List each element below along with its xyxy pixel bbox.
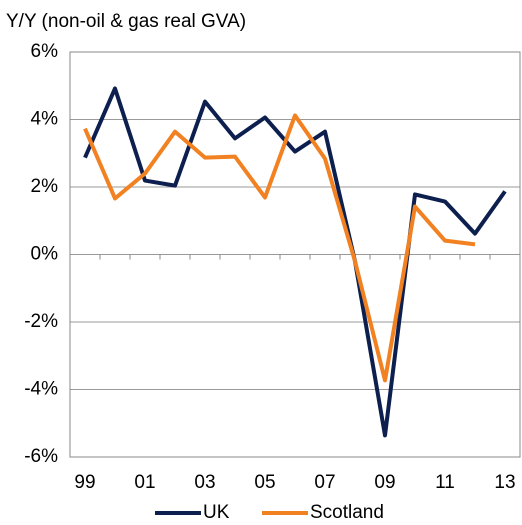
y-tick-label: -6%: [24, 446, 58, 467]
y-tick-label: -2%: [24, 311, 58, 332]
x-tick-label: 03: [194, 472, 215, 493]
x-tick-label: 11: [435, 472, 455, 493]
y-tick-label: 4%: [31, 109, 59, 130]
series-line: [83, 86, 507, 438]
series-line: [83, 113, 476, 383]
chart-subtitle: Y/Y (non-oil & gas real GVA): [6, 11, 246, 32]
x-tick-label: 05: [254, 472, 275, 493]
plot-frame: [69, 51, 521, 458]
y-tick-label: 6%: [31, 41, 59, 62]
y-tick-label: 0%: [31, 244, 59, 265]
legend-label: Scotland: [310, 502, 384, 523]
x-tick-label: 01: [134, 472, 155, 493]
x-tick-label: 99: [74, 472, 95, 493]
x-tick-label: 13: [494, 472, 515, 493]
x-tick-label: 07: [314, 472, 335, 493]
y-tick-label: 2%: [31, 176, 59, 197]
y-tick-label: -4%: [24, 379, 58, 400]
legend-label: UK: [203, 502, 230, 523]
x-tick-label: 09: [374, 472, 395, 493]
